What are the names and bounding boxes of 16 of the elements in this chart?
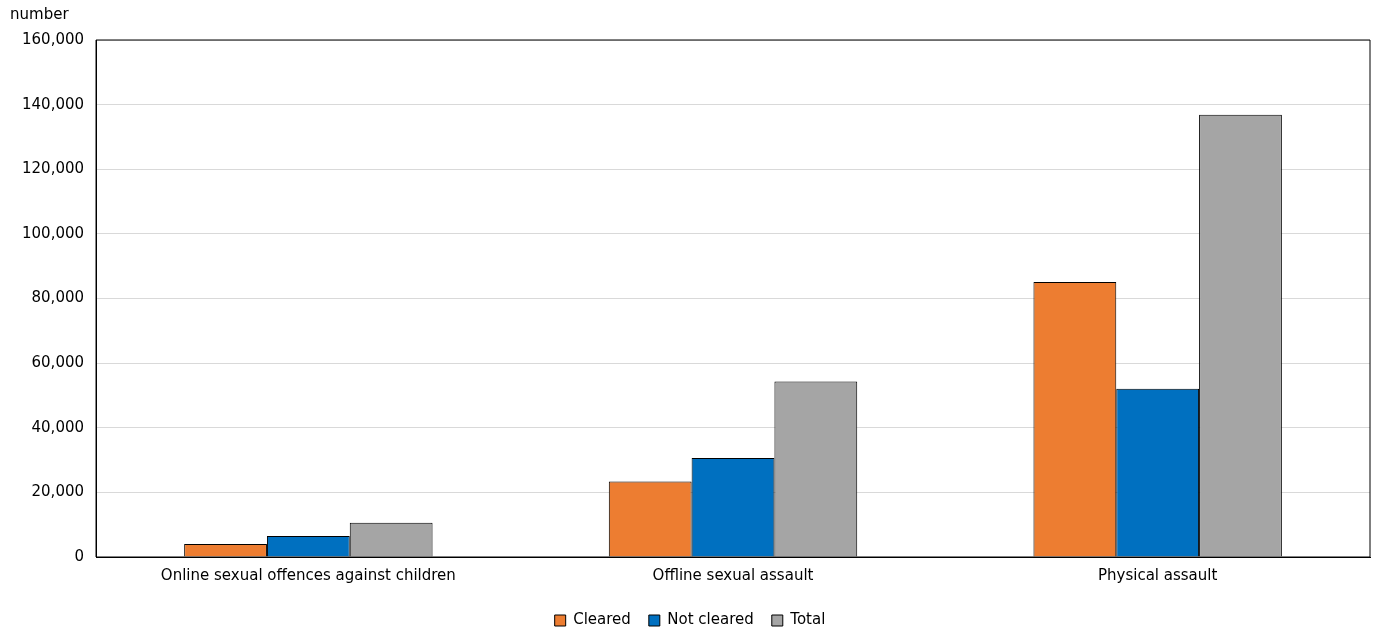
y-axis-title: number <box>10 5 70 24</box>
y-tick-label: 120,000 <box>22 159 85 178</box>
legend-label: Total <box>789 610 826 629</box>
y-tick-label: 140,000 <box>22 94 85 113</box>
x-tick-label: Physical assault <box>1097 565 1218 584</box>
x-tick-label: Online sexual offences against children <box>160 565 456 584</box>
y-tick-label: 160,000 <box>22 29 85 48</box>
y-tick-label: 60,000 <box>31 353 85 372</box>
legend-label: Not cleared <box>667 610 754 629</box>
y-tick-label: 100,000 <box>22 223 85 242</box>
x-tick-label: Offline sexual assault <box>652 565 814 584</box>
legend-label: Cleared <box>573 610 631 629</box>
y-tick-label: 40,000 <box>31 417 85 436</box>
y-tick-label: 0 <box>74 546 85 565</box>
y-tick-label: 20,000 <box>31 482 85 501</box>
y-tick-label: 80,000 <box>31 288 85 307</box>
